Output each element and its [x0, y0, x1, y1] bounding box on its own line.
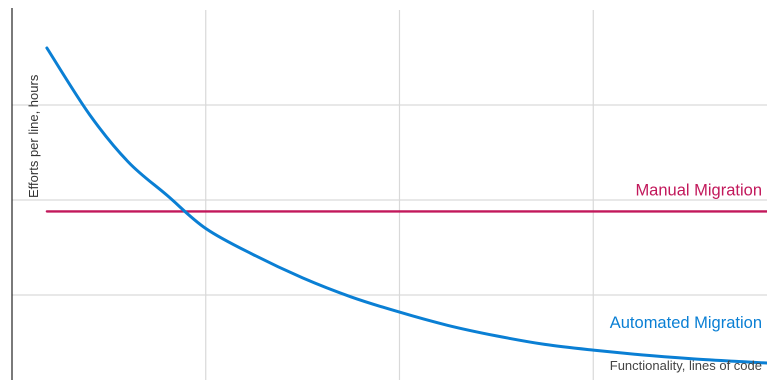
y-axis-label: Efforts per line, hours — [26, 74, 41, 198]
labels: Efforts per line, hours Functionality, l… — [26, 74, 762, 373]
series-label-manual-migration: Manual Migration — [635, 181, 762, 199]
x-axis-label: Functionality, lines of code — [610, 358, 762, 373]
series-layer — [45, 46, 767, 365]
series-line-automated-migration — [45, 46, 767, 365]
grid-lines — [12, 10, 767, 380]
series-label-automated-migration: Automated Migration — [610, 314, 762, 332]
